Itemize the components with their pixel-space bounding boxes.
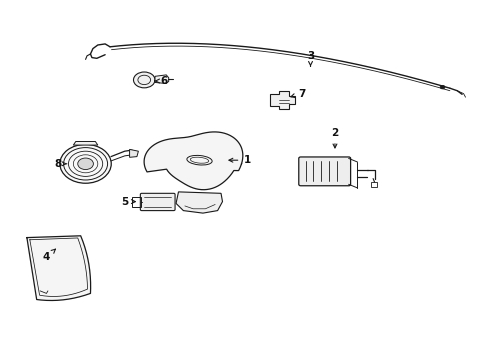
Polygon shape — [129, 149, 138, 157]
Text: 4: 4 — [42, 249, 55, 262]
Text: 1: 1 — [228, 155, 250, 165]
Circle shape — [78, 158, 93, 170]
Text: 6: 6 — [154, 76, 167, 86]
Ellipse shape — [60, 144, 111, 183]
FancyBboxPatch shape — [298, 157, 350, 186]
Polygon shape — [270, 91, 294, 109]
Polygon shape — [144, 132, 243, 190]
Polygon shape — [27, 236, 90, 301]
Text: 8: 8 — [54, 159, 67, 169]
Text: 7: 7 — [290, 89, 305, 99]
Text: 3: 3 — [306, 51, 313, 66]
Circle shape — [439, 85, 444, 89]
Text: 5: 5 — [121, 197, 135, 207]
Text: 2: 2 — [331, 128, 338, 148]
Circle shape — [133, 72, 155, 88]
Polygon shape — [176, 192, 222, 213]
FancyBboxPatch shape — [140, 193, 175, 211]
Polygon shape — [155, 75, 168, 84]
Polygon shape — [73, 141, 98, 145]
